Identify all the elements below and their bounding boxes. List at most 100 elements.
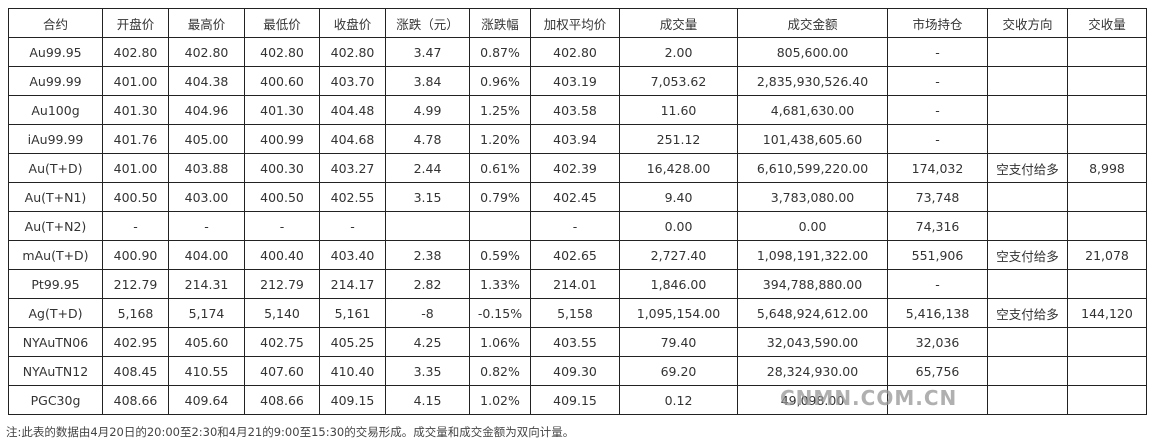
table-cell: 405.60	[168, 327, 245, 357]
table-cell: 2.38	[385, 240, 470, 270]
empty-cell	[987, 95, 1068, 125]
table-cell: -	[887, 95, 988, 125]
table-cell: 28,324,930.00	[737, 356, 888, 386]
header-cell: 加权平均价	[530, 8, 620, 38]
table-cell: 405.00	[168, 124, 245, 154]
table-cell: -	[319, 211, 386, 241]
table-cell: 403.19	[530, 66, 620, 96]
table-cell: 409.15	[530, 385, 620, 415]
table-cell: 401.76	[102, 124, 169, 154]
table-row: Ag(T+D) 5,168 5,174 5,140 5,161 -8 -0.15% 5,158…	[8, 298, 1147, 328]
table-cell: 400.90	[102, 240, 169, 270]
table-row: Au99.99 401.00 404.38 400.60 403.70 3.84 0.96%…	[8, 66, 1147, 96]
table-cell: 5,174	[168, 298, 245, 328]
table-cell: 402.75	[244, 327, 320, 357]
table-cell: 402.80	[102, 37, 169, 67]
table-cell: 73,748	[887, 182, 988, 212]
table-cell: 4.78	[385, 124, 470, 154]
table-cell: 0.82%	[469, 356, 531, 386]
table-cell: 407.60	[244, 356, 320, 386]
table-cell: 0.59%	[469, 240, 531, 270]
table-cell: 101,438,605.60	[737, 124, 888, 154]
empty-cell	[987, 124, 1068, 154]
footnote: 注:此表的数据由4月20日的20:00至2:30和4月21的9:00至15:30…	[6, 425, 575, 439]
header-cell: 成交量	[619, 8, 738, 38]
empty-cell	[1067, 269, 1147, 299]
empty-cell	[1067, 327, 1147, 357]
table-cell: 3.15	[385, 182, 470, 212]
table-body: Au99.95 402.80 402.80 402.80 402.80 3.47 0.87%…	[8, 37, 1147, 415]
table-cell: 9.40	[619, 182, 738, 212]
header-cell: 最低价	[244, 8, 320, 38]
table-row: Au100g 401.30 404.96 401.30 404.48 4.99 1.25% 4…	[8, 95, 1147, 125]
table-cell: 32,043,590.00	[737, 327, 888, 357]
table-cell: 214.01	[530, 269, 620, 299]
table-cell: 409.30	[530, 356, 620, 386]
empty-cell	[987, 211, 1068, 241]
table-cell: -	[887, 66, 988, 96]
table-cell: 402.80	[319, 37, 386, 67]
empty-cell	[987, 356, 1068, 386]
table-cell: 0.00	[619, 211, 738, 241]
table-cell: 2.82	[385, 269, 470, 299]
table-row: NYAuTN12 408.45 410.55 407.60 410.40 3.35 0.82…	[8, 356, 1147, 386]
empty-cell	[987, 327, 1068, 357]
table-cell: 4.99	[385, 95, 470, 125]
empty-cell	[469, 211, 531, 241]
table-cell: 5,416,138	[887, 298, 988, 328]
table-cell: 400.99	[244, 124, 320, 154]
table-cell: 408.45	[102, 356, 169, 386]
table-cell: 410.40	[319, 356, 386, 386]
table-cell: Au99.95	[8, 37, 103, 67]
table-cell: 空支付给多	[987, 240, 1068, 270]
table-cell: 49,098.00	[737, 385, 888, 415]
table-cell: 400.30	[244, 153, 320, 183]
table-row: mAu(T+D) 400.90 404.00 400.40 403.40 2.38 0.59…	[8, 240, 1147, 270]
table-cell: 2.00	[619, 37, 738, 67]
empty-cell	[887, 385, 988, 415]
table-cell: 0.79%	[469, 182, 531, 212]
empty-cell	[987, 66, 1068, 96]
table-cell: Ag(T+D)	[8, 298, 103, 328]
table-cell: 409.15	[319, 385, 386, 415]
table-cell: 7,053.62	[619, 66, 738, 96]
table-cell: 2.44	[385, 153, 470, 183]
table-cell: 214.31	[168, 269, 245, 299]
table-cell: 1,846.00	[619, 269, 738, 299]
header-cell: 合约	[8, 8, 103, 38]
table-cell: 400.60	[244, 66, 320, 96]
table-cell: 402.65	[530, 240, 620, 270]
header-cell: 涨跌（元）	[385, 8, 470, 38]
table-cell: 1.33%	[469, 269, 531, 299]
table-cell: 2,727.40	[619, 240, 738, 270]
table-cell: -8	[385, 298, 470, 328]
table-cell: 212.79	[244, 269, 320, 299]
table-cell: 5,158	[530, 298, 620, 328]
table-cell: -	[102, 211, 169, 241]
empty-cell	[1067, 124, 1147, 154]
table-cell: 65,756	[887, 356, 988, 386]
table-cell: 403.55	[530, 327, 620, 357]
table-cell: 403.58	[530, 95, 620, 125]
table-cell: 403.00	[168, 182, 245, 212]
table-cell: 401.30	[102, 95, 169, 125]
table-cell: 0.12	[619, 385, 738, 415]
table-cell: 401.30	[244, 95, 320, 125]
table-cell: 32,036	[887, 327, 988, 357]
table-cell: 251.12	[619, 124, 738, 154]
table-cell: Au100g	[8, 95, 103, 125]
table-cell: 1,098,191,322.00	[737, 240, 888, 270]
empty-cell	[1067, 385, 1147, 415]
table-cell: Pt99.95	[8, 269, 103, 299]
table-cell: -	[887, 269, 988, 299]
header-cell: 收盘价	[319, 8, 386, 38]
table-cell: 74,316	[887, 211, 988, 241]
table-cell: 212.79	[102, 269, 169, 299]
table-cell: 4.25	[385, 327, 470, 357]
table-cell: -	[244, 211, 320, 241]
table-cell: 400.40	[244, 240, 320, 270]
table-cell: 1.02%	[469, 385, 531, 415]
table-cell: 214.17	[319, 269, 386, 299]
table-cell: 5,168	[102, 298, 169, 328]
empty-cell	[1067, 66, 1147, 96]
